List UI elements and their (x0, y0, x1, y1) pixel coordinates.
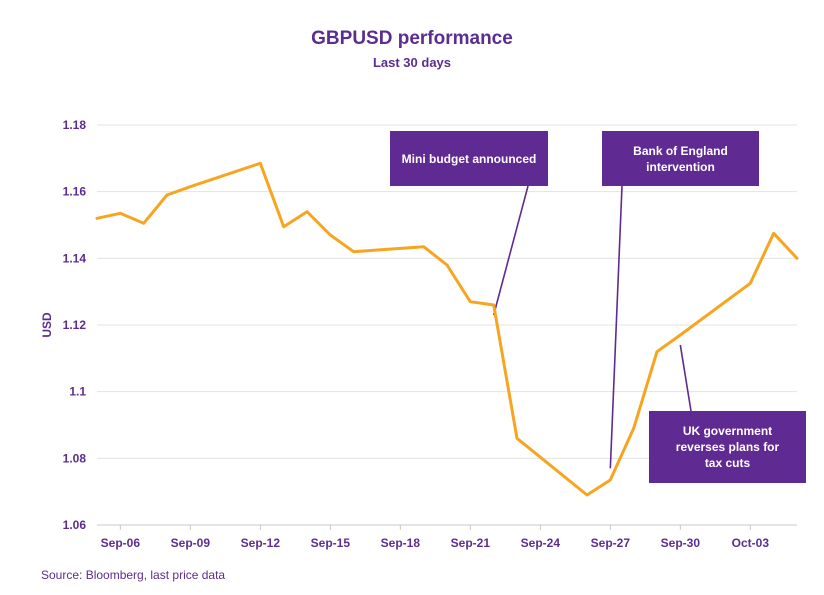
y-tick-label: 1.1 (69, 385, 86, 399)
y-tick-label: 1.16 (63, 185, 87, 199)
annotation-leader-line (679, 344, 692, 412)
annotation-leader-line (609, 185, 623, 469)
y-tick-label: 1.12 (63, 318, 87, 332)
annotation-leader-line (492, 185, 529, 316)
annotation-mini-budget: Mini budget announced (390, 131, 548, 186)
x-tick-label: Sep-24 (521, 536, 561, 550)
chart-title: GBPUSD performance (311, 28, 513, 49)
y-axis-label: USD (40, 312, 54, 338)
x-tick-label: Sep-06 (101, 536, 141, 550)
y-tick-label: 1.08 (63, 451, 87, 465)
x-tick-label: Sep-12 (241, 536, 281, 550)
x-tick-label: Sep-09 (171, 536, 211, 550)
y-tick-label: 1.18 (63, 118, 87, 132)
source-note: Source: Bloomberg, last price data (41, 568, 226, 582)
annotation-boe-intervention: Bank of England intervention (602, 131, 759, 186)
y-tick-label: 1.14 (63, 251, 87, 265)
y-axis-ticks: 1.06 1.08 1.1 1.12 1.14 1.16 1.18 (63, 118, 87, 532)
annotation-leaders (492, 185, 692, 469)
x-tick-label: Oct-03 (732, 536, 770, 550)
y-tick-label: 1.06 (63, 518, 87, 532)
annotation-uk-reversal: UK government reverses plans for tax cut… (649, 411, 806, 483)
x-tick-label: Sep-21 (451, 536, 491, 550)
x-axis-ticks: Sep-06 Sep-09 Sep-12 Sep-15 Sep-18 Sep-21 Sep-… (101, 525, 770, 550)
x-tick-label: Sep-18 (381, 536, 421, 550)
chart-subtitle: Last 30 days (372, 55, 452, 70)
x-tick-label: Sep-27 (591, 536, 631, 550)
x-tick-label: Sep-30 (661, 536, 701, 550)
series-line (95, 161, 799, 497)
x-tick-label: Sep-15 (311, 536, 351, 550)
